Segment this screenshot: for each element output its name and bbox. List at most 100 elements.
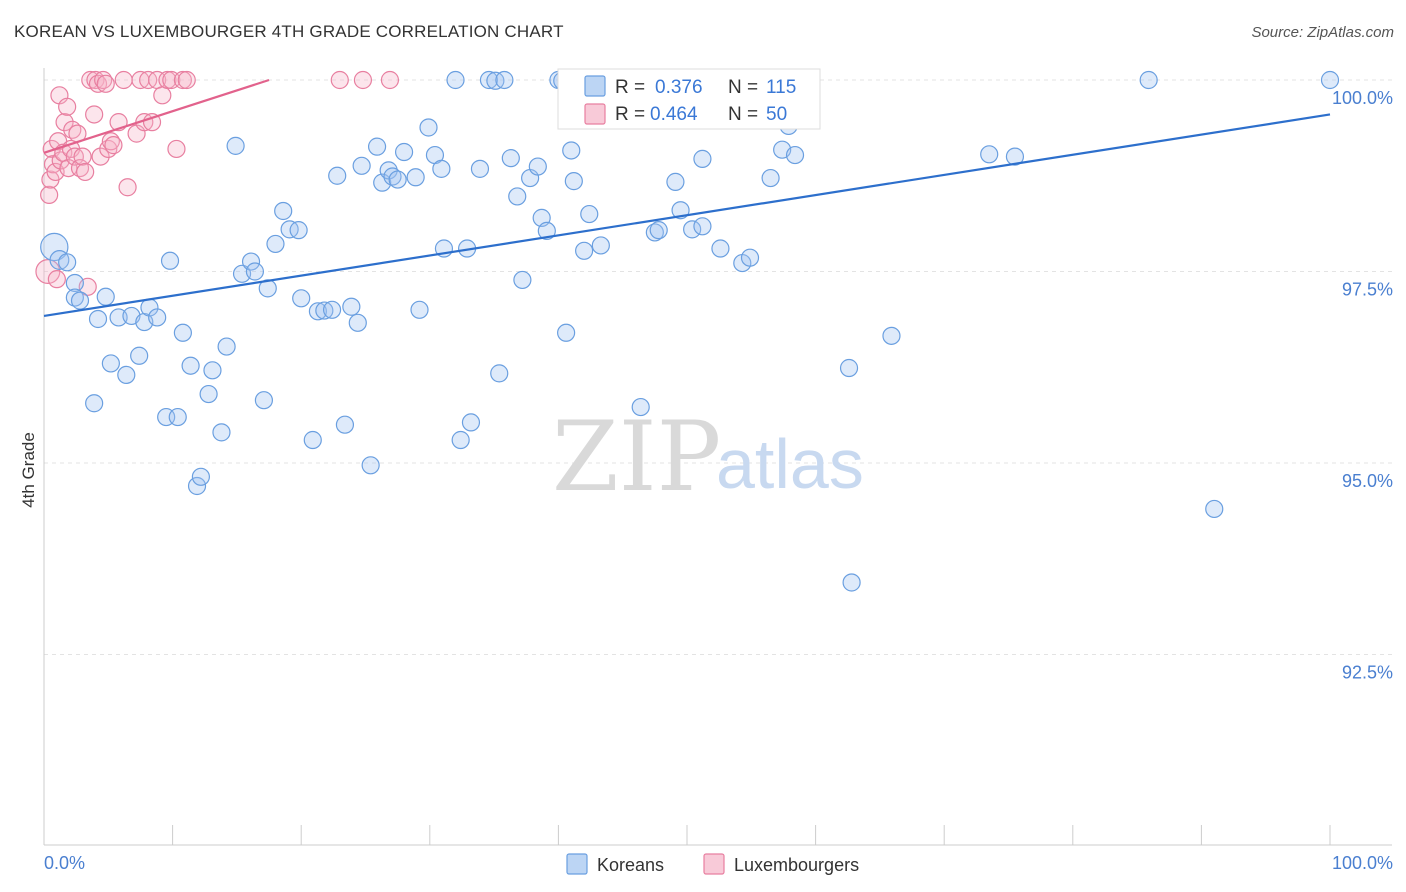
y-tick-labels: 100.0% 97.5% 95.0% 92.5% [1332,88,1393,683]
korean-point [217,337,236,356]
korean-point [367,137,387,156]
legend-r-value-luxembourgers: 0.464 [650,104,698,125]
luxembourger-point [330,70,349,90]
korean-point [419,118,438,137]
series-legend-label-koreans: Koreans [597,855,664,875]
korean-point [406,168,425,187]
korean-point [575,241,594,260]
series-legend: Koreans Luxembourgers [566,853,859,875]
korean-point [160,251,180,270]
korean-point [693,149,712,168]
luxembourger-point [173,70,192,90]
korean-point [446,70,465,90]
luxembourger-point [65,147,84,166]
korean-point [88,309,108,329]
stats-legend: R = 0.376 N = 115 R = 0.464 N = 50 [557,68,821,130]
korean-point [711,239,730,258]
korean-point [451,430,470,450]
legend-swatch-koreans [584,75,606,97]
luxembourger-point [91,147,110,166]
watermark-atlas: atlas [716,425,864,503]
korean-point [513,270,532,290]
trend-lines [43,78,1331,318]
luxembourger-point [353,70,373,90]
korean-point [470,159,490,178]
korean-point [199,384,218,404]
legend-n-value-luxembourgers: 50 [766,104,787,125]
luxembourger-point [76,162,95,182]
korean-point [580,204,599,224]
korean-point [740,248,760,267]
x-tick-labels: 0.0% 100.0% [44,853,1393,873]
luxembourger-point [153,86,172,105]
korean-point [394,142,414,162]
korean-point [352,156,371,175]
korean-point [191,467,210,486]
korean-point [537,221,556,241]
korean-point [266,234,285,254]
korean-point [410,300,429,319]
korean-point [1205,499,1224,519]
korean-point [303,430,322,450]
korean-point [562,141,581,160]
legend-swatch-luxembourgers [584,103,606,125]
korean-point [335,415,355,434]
korean-point [187,476,207,496]
korean-point [693,217,712,236]
korean-point [980,145,999,164]
korean-point [241,252,261,271]
korean-point [58,253,77,272]
watermark: ZIP atlas [552,401,864,513]
korean-point [292,289,311,308]
chart-title: KOREAN VS LUXEMBOURGER 4TH GRADE CORRELA… [14,22,564,41]
luxembourger-point [96,74,115,93]
legend-n-label-koreans: N = [728,77,758,98]
korean-point [388,170,407,189]
luxembourger-point [118,178,137,197]
legend-n-value-koreans: 115 [766,77,796,98]
korean-point [117,365,136,385]
korean-trend-line [43,113,1331,318]
korean-point [479,70,499,90]
korean-point [564,172,583,191]
korean-point [130,346,149,365]
korean-point [254,391,274,410]
legend-r-value-koreans: 0.376 [655,77,703,98]
korean-point [785,145,805,165]
korean-point [461,413,481,432]
y-axis-label: 4th Grade [19,432,38,508]
x-tick-label: 100.0% [1332,853,1393,873]
korean-point [842,573,861,592]
luxembourger-point [73,147,92,166]
korean-point [168,407,187,427]
korean-point [181,356,200,375]
luxembourger-point [177,70,196,90]
series-luxembourgers-points [35,70,400,296]
korean-point [882,326,901,345]
korean-point [342,297,361,316]
korean-point [101,354,120,373]
korean-point [649,221,668,240]
axes [43,68,1392,846]
korean-point [65,273,84,293]
korean-point [1320,70,1340,90]
korean-point [1139,70,1158,90]
luxembourger-point [158,70,177,90]
series-koreans-points [40,70,1340,592]
korean-point [557,323,576,342]
korean-point [226,136,245,155]
luxembourger-point [380,70,400,90]
luxembourger-point [58,97,77,116]
korean-point [173,323,192,342]
luxembourger-point [55,113,74,132]
y-tick-label: 100.0% [1332,88,1393,108]
korean-point [315,301,334,320]
korean-point [490,364,509,383]
grid-lines [44,79,1392,655]
korean-point [432,159,451,178]
x-tick-label: 0.0% [44,853,85,873]
korean-point [501,149,520,168]
y-tick-label: 95.0% [1342,471,1393,491]
legend-r-label-koreans: R = [615,77,645,98]
